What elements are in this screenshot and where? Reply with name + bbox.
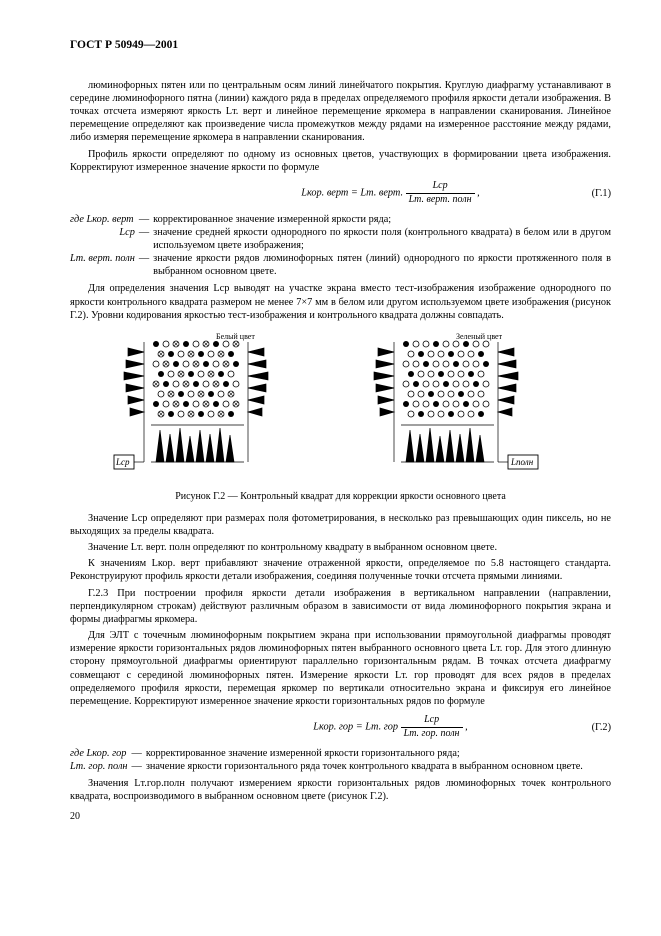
fig-label-lsr: Lср — [115, 457, 130, 467]
figure-caption: Рисунок Г.2 — Контрольный квадрат для ко… — [70, 491, 611, 504]
where-block-1: где Lкор. верт — корректированное значен… — [70, 213, 611, 279]
where-text: значение средней яркости однородного по … — [153, 226, 611, 252]
fig-label-lpoln: Lполн — [510, 457, 534, 467]
body-para: Значения Lт.гор.полн получают измерением… — [70, 777, 611, 803]
body-para: Для определения значения Lср выводят на … — [70, 282, 611, 322]
body-para: К значениям Lкор. верт прибавляют значен… — [70, 557, 611, 583]
body-para: Значение Lт. верт. полн определяют по ко… — [70, 541, 611, 554]
where-symbol: Lт. верт. полн — [70, 253, 135, 264]
figure-svg: Белый цвет — [106, 330, 576, 485]
where-text: корректированное значение измеренной ярк… — [153, 213, 611, 226]
page-number: 20 — [70, 811, 611, 824]
where-symbol: Lкор. верт — [87, 214, 134, 225]
body-para: люминофорных пятен или по центральным ос… — [70, 79, 611, 145]
body-para: Профиль яркости определяют по одному из … — [70, 148, 611, 174]
body-para: Для ЭЛТ с точечным люминофорным покрытие… — [70, 629, 611, 708]
where-prefix: где — [70, 748, 84, 759]
where-text: значение яркости рядов люминофорных пяте… — [153, 252, 611, 278]
where-text: корректированное значение измеренной ярк… — [146, 747, 583, 760]
page: ГОСТ Р 50949—2001 люминофорных пятен или… — [0, 0, 661, 854]
body-para: Г.2.3 При построении профиля яркости дет… — [70, 587, 611, 627]
formula-tail: , — [477, 188, 480, 199]
formula-lhs: Lкор. гор = Lт. гор — [313, 722, 398, 733]
fig-label-white: Белый цвет — [216, 332, 255, 341]
formula-1: Lкор. верт = Lт. верт. Lср Lт. верт. пол… — [70, 180, 611, 207]
where-symbol: Lт. гор. полн — [70, 761, 128, 772]
where-text: значение яркости горизонтального ряда то… — [146, 760, 583, 773]
fig-label-green: Зеленый цвет — [456, 332, 503, 341]
formula-2: Lкор. гор = Lт. гор Lср Lт. гор. полн , … — [70, 714, 611, 741]
formula-number: (Г.2) — [571, 721, 611, 734]
doc-header: ГОСТ Р 50949—2001 — [70, 38, 611, 53]
formula-lhs: Lкор. верт = Lт. верт. — [301, 188, 403, 199]
formula-tail: , — [465, 722, 468, 733]
body-para: Значение Lср определяют при размерах пол… — [70, 512, 611, 538]
figure-g2: Белый цвет — [70, 330, 611, 485]
where-prefix: где — [70, 214, 84, 225]
where-symbol: Lср — [119, 227, 134, 238]
where-block-2: где Lкор. гор — корректированное значени… — [70, 747, 583, 773]
where-symbol: Lкор. гор — [87, 748, 127, 759]
formula-number: (Г.1) — [571, 187, 611, 200]
formula-fraction: Lср Lт. верт. полн — [406, 180, 475, 207]
formula-fraction: Lср Lт. гор. полн — [401, 714, 463, 741]
